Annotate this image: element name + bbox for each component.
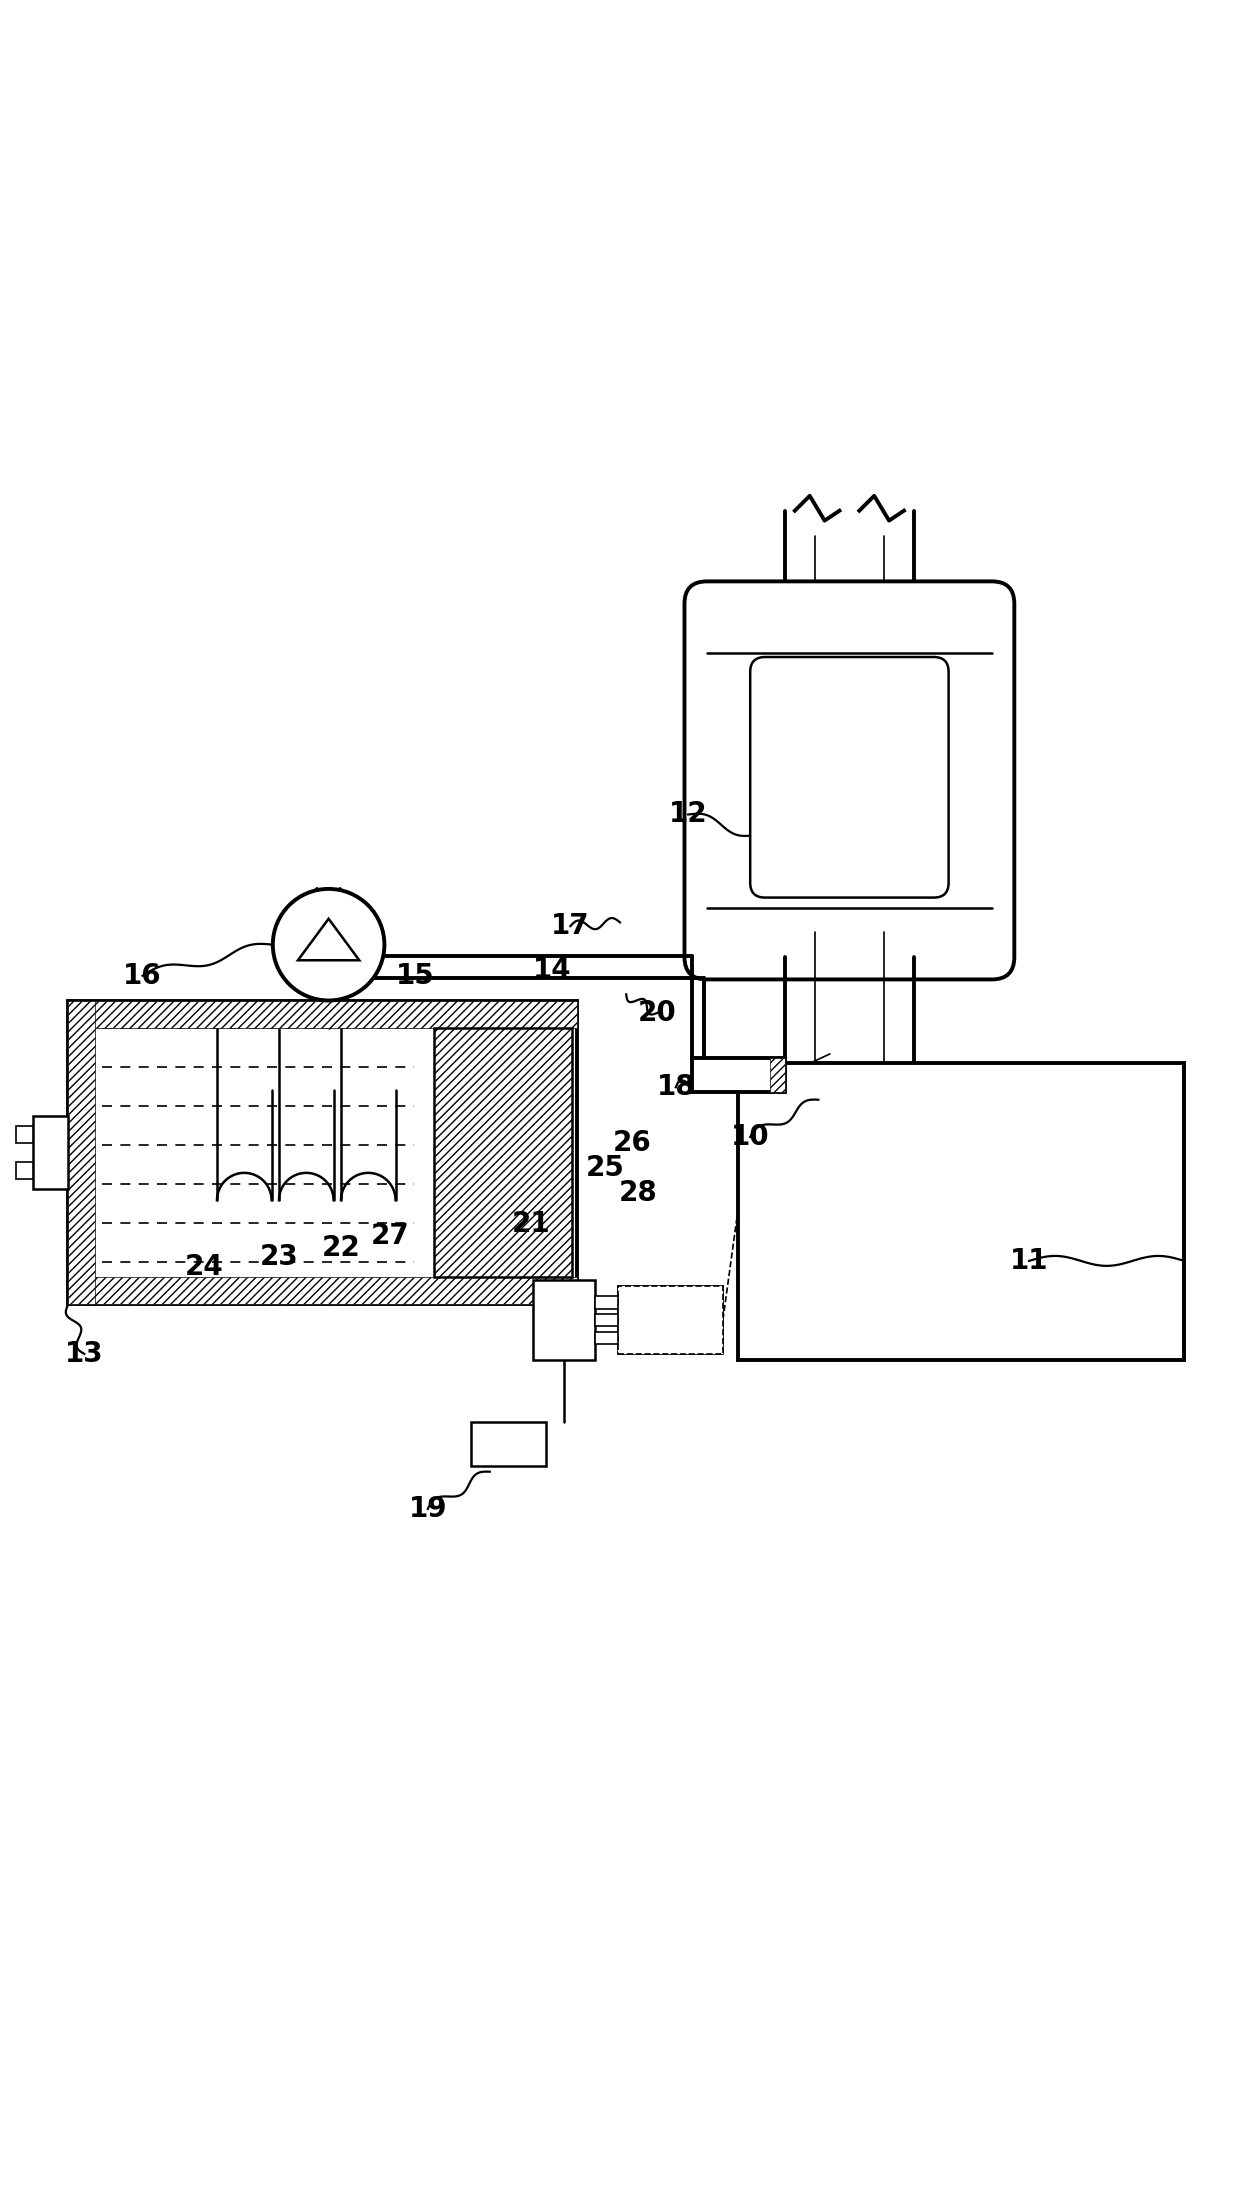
Bar bbox=[618, 1286, 723, 1354]
Bar bbox=[595, 1297, 618, 1308]
FancyBboxPatch shape bbox=[750, 656, 949, 897]
Text: 16: 16 bbox=[123, 962, 162, 991]
Bar bbox=[471, 1422, 546, 1465]
Text: 12: 12 bbox=[668, 800, 708, 829]
Text: 15: 15 bbox=[396, 962, 435, 991]
Text: 24: 24 bbox=[185, 1253, 224, 1282]
Bar bbox=[16, 1126, 33, 1144]
Bar bbox=[595, 1314, 618, 1325]
Text: 21: 21 bbox=[511, 1209, 551, 1238]
Text: 19: 19 bbox=[408, 1496, 448, 1522]
Text: 10: 10 bbox=[730, 1122, 770, 1150]
FancyBboxPatch shape bbox=[684, 582, 1014, 980]
Text: 27: 27 bbox=[371, 1223, 410, 1251]
Text: 20: 20 bbox=[637, 999, 677, 1028]
Text: 22: 22 bbox=[321, 1233, 361, 1262]
Text: 17: 17 bbox=[551, 912, 590, 940]
Bar bbox=[618, 1286, 723, 1354]
Text: 28: 28 bbox=[619, 1179, 658, 1207]
Bar bbox=[770, 1059, 785, 1091]
Bar bbox=[16, 1161, 33, 1179]
Bar bbox=[434, 1028, 572, 1277]
Polygon shape bbox=[298, 919, 360, 960]
Bar bbox=[33, 1115, 68, 1190]
Text: 11: 11 bbox=[1009, 1247, 1049, 1275]
Bar bbox=[68, 999, 577, 1303]
Text: 13: 13 bbox=[64, 1341, 104, 1367]
Bar bbox=[68, 999, 95, 1303]
Bar bbox=[533, 1279, 595, 1360]
Text: 26: 26 bbox=[613, 1128, 652, 1157]
Bar bbox=[595, 1332, 618, 1345]
Bar bbox=[692, 1059, 785, 1091]
Text: 25: 25 bbox=[585, 1155, 625, 1181]
Text: 23: 23 bbox=[259, 1242, 299, 1271]
Bar bbox=[68, 1277, 577, 1303]
Bar bbox=[68, 999, 577, 1028]
Circle shape bbox=[273, 888, 384, 999]
Text: 18: 18 bbox=[656, 1074, 696, 1102]
Text: 14: 14 bbox=[532, 956, 572, 984]
Bar bbox=[738, 1063, 1184, 1360]
